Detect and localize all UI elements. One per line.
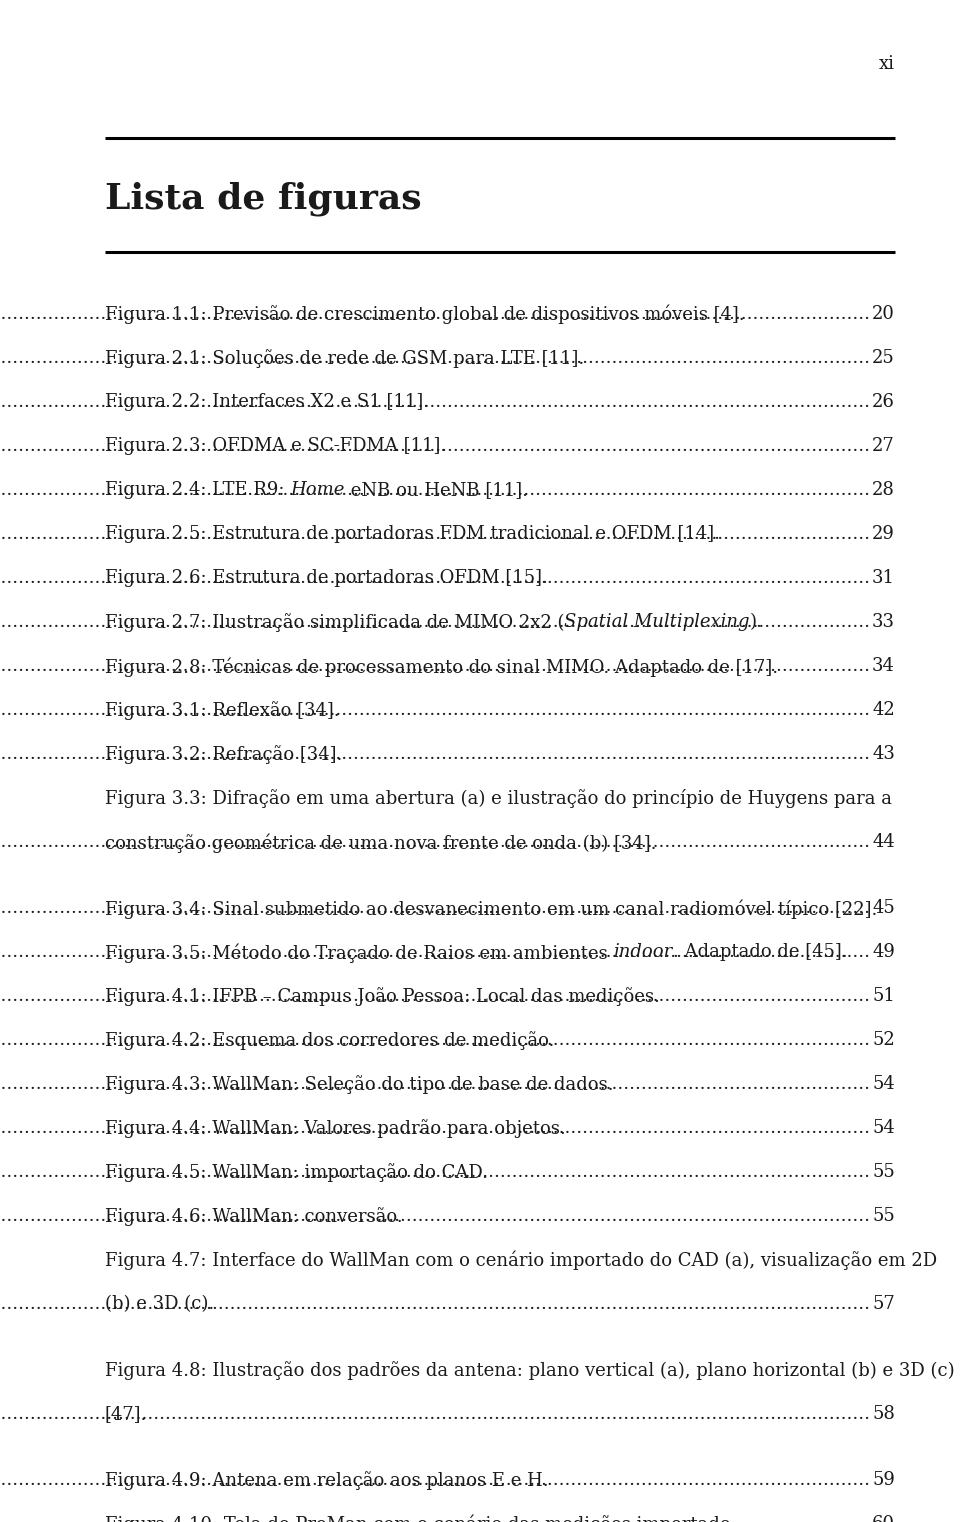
Text: Figura 2.3: OFDMA e SC-FDMA [11].: Figura 2.3: OFDMA e SC-FDMA [11]. — [105, 437, 446, 455]
Text: Figura 2.4: LTE R9:: Figura 2.4: LTE R9: — [105, 481, 290, 499]
Text: (b) e 3D (c).: (b) e 3D (c). — [105, 1295, 214, 1313]
Text: 45: 45 — [873, 900, 895, 916]
Text: ................................................................................: ........................................… — [0, 481, 870, 499]
Text: Figura 2.2: Interfaces X2 e S1 [11].: Figura 2.2: Interfaces X2 e S1 [11]. — [105, 393, 429, 411]
Text: [47].: [47]. — [105, 1405, 148, 1423]
Text: 26: 26 — [872, 393, 895, 411]
Text: Lista de figuras: Lista de figuras — [105, 183, 421, 216]
Text: 33: 33 — [872, 613, 895, 632]
Text: ................................................................................: ........................................… — [0, 1163, 870, 1181]
Text: Figura 4.9: Antena em relação aos planos E e H.: Figura 4.9: Antena em relação aos planos… — [105, 1470, 548, 1490]
Text: 28: 28 — [872, 481, 895, 499]
Text: Figura 4.6: WallMan: conversão.: Figura 4.6: WallMan: conversão. — [105, 1207, 402, 1225]
Text: . Adaptado de [45].: . Adaptado de [45]. — [673, 944, 848, 960]
Text: ................................................................................: ........................................… — [0, 613, 870, 632]
Text: ................................................................................: ........................................… — [0, 944, 870, 960]
Text: 55: 55 — [873, 1207, 895, 1225]
Text: ................................................................................: ........................................… — [0, 525, 870, 543]
Text: 43: 43 — [872, 744, 895, 763]
Text: ................................................................................: ........................................… — [0, 1075, 870, 1093]
Text: 51: 51 — [872, 986, 895, 1005]
Text: ................................................................................: ........................................… — [0, 1295, 870, 1313]
Text: ................................................................................: ........................................… — [0, 1470, 870, 1489]
Text: eNB ou HeNB [11].: eNB ou HeNB [11]. — [345, 481, 528, 499]
Text: Figura 4.1: IFPB – Campus João Pessoa: Local das medições.: Figura 4.1: IFPB – Campus João Pessoa: L… — [105, 986, 660, 1006]
Text: ................................................................................: ........................................… — [0, 658, 870, 674]
Text: 42: 42 — [873, 702, 895, 718]
Text: ................................................................................: ........................................… — [0, 744, 870, 763]
Text: ................................................................................: ........................................… — [0, 437, 870, 455]
Text: 55: 55 — [873, 1163, 895, 1181]
Text: indoor: indoor — [613, 944, 673, 960]
Text: Figura 4.3: WallMan: Seleção do tipo de base de dados.: Figura 4.3: WallMan: Seleção do tipo de … — [105, 1075, 613, 1094]
Text: 54: 54 — [873, 1075, 895, 1093]
Text: 25: 25 — [873, 349, 895, 367]
Text: 59: 59 — [872, 1470, 895, 1489]
Text: ................................................................................: ........................................… — [0, 1514, 870, 1522]
Text: ................................................................................: ........................................… — [0, 304, 870, 323]
Text: Spatial Multiplexing: Spatial Multiplexing — [564, 613, 750, 632]
Text: Figura 4.5: WallMan: importação do CAD.: Figura 4.5: WallMan: importação do CAD. — [105, 1163, 488, 1183]
Text: ................................................................................: ........................................… — [0, 349, 870, 367]
Text: ).: ). — [750, 613, 763, 632]
Text: Figura 3.3: Difração em uma abertura (a) e ilustração do princípio de Huygens pa: Figura 3.3: Difração em uma abertura (a)… — [105, 788, 892, 808]
Text: ................................................................................: ........................................… — [0, 1207, 870, 1225]
Text: Figura 4.2: Esquema dos corredores de medição.: Figura 4.2: Esquema dos corredores de me… — [105, 1030, 554, 1050]
Text: ................................................................................: ........................................… — [0, 702, 870, 718]
Text: 52: 52 — [873, 1030, 895, 1049]
Text: Figura 3.2: Refração [34].: Figura 3.2: Refração [34]. — [105, 744, 343, 764]
Text: ................................................................................: ........................................… — [0, 569, 870, 587]
Text: 20: 20 — [872, 304, 895, 323]
Text: construção geométrica de uma nova frente de onda (b) [34].: construção geométrica de uma nova frente… — [105, 833, 657, 852]
Text: Figura 4.7: Interface do WallMan com o cenário importado do CAD (a), visualizaçã: Figura 4.7: Interface do WallMan com o c… — [105, 1251, 937, 1271]
Text: 54: 54 — [873, 1119, 895, 1137]
Text: Figura 4.10: Tela do ProMan com o cenário das medições importado.: Figura 4.10: Tela do ProMan com o cenári… — [105, 1514, 736, 1522]
Text: Home: Home — [290, 481, 345, 499]
Text: 44: 44 — [873, 833, 895, 851]
Text: 29: 29 — [872, 525, 895, 543]
Text: 58: 58 — [872, 1405, 895, 1423]
Text: Figura 3.4: Sinal submetido ao desvanecimento em um canal radiomóvel típico [22]: Figura 3.4: Sinal submetido ao desvaneci… — [105, 900, 877, 918]
Text: Figura 1.1: Previsão de crescimento global de dispositivos móveis [4].: Figura 1.1: Previsão de crescimento glob… — [105, 304, 745, 324]
Text: 31: 31 — [872, 569, 895, 587]
Text: Figura 2.6: Estrutura de portadoras OFDM [15].: Figura 2.6: Estrutura de portadoras OFDM… — [105, 569, 548, 587]
Text: ................................................................................: ........................................… — [0, 1030, 870, 1049]
Text: Figura 2.7: Ilustração simplificada de MIMO 2x2 (: Figura 2.7: Ilustração simplificada de M… — [105, 613, 564, 632]
Text: xi: xi — [879, 55, 895, 73]
Text: ................................................................................: ........................................… — [0, 1119, 870, 1137]
Text: Figura 2.1: Soluções de rede de GSM para LTE [11].: Figura 2.1: Soluções de rede de GSM para… — [105, 349, 585, 368]
Text: Figura 4.8: Ilustração dos padrões da antena: plano vertical (a), plano horizont: Figura 4.8: Ilustração dos padrões da an… — [105, 1361, 954, 1380]
Text: Figura 3.5: Método do Traçado de Raios em ambientes: Figura 3.5: Método do Traçado de Raios e… — [105, 944, 613, 962]
Text: Figura 3.1: Reflexão [34].: Figura 3.1: Reflexão [34]. — [105, 702, 340, 720]
Text: 57: 57 — [873, 1295, 895, 1313]
Text: ................................................................................: ........................................… — [0, 833, 870, 851]
Text: 27: 27 — [873, 437, 895, 455]
Text: Figura 2.8: Técnicas de processamento do sinal MIMO. Adaptado de [17].: Figura 2.8: Técnicas de processamento do… — [105, 658, 779, 676]
Text: ................................................................................: ........................................… — [0, 900, 870, 916]
Text: 49: 49 — [872, 944, 895, 960]
Text: ................................................................................: ........................................… — [0, 986, 870, 1005]
Text: 60: 60 — [872, 1514, 895, 1522]
Text: ................................................................................: ........................................… — [0, 393, 870, 411]
Text: 34: 34 — [872, 658, 895, 674]
Text: ................................................................................: ........................................… — [0, 1405, 870, 1423]
Text: Figura 4.4: WallMan: Valores padrão para objetos.: Figura 4.4: WallMan: Valores padrão para… — [105, 1119, 565, 1138]
Text: Figura 2.5: Estrutura de portadoras FDM tradicional e OFDM [14].: Figura 2.5: Estrutura de portadoras FDM … — [105, 525, 720, 543]
